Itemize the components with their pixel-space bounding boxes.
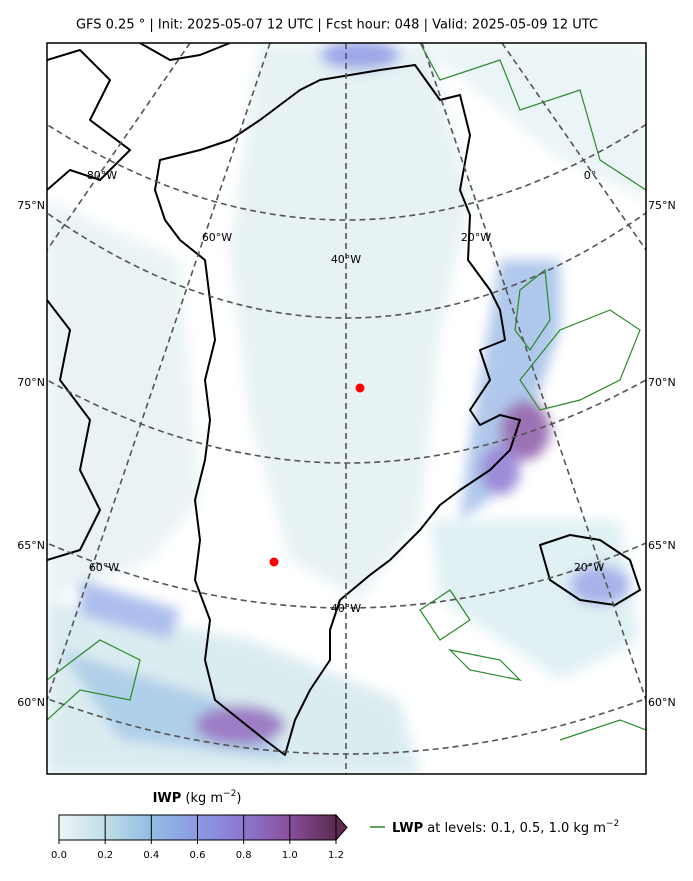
lon-labels: 80°W 60°W 40°W 20°W 0° 60°W 20°W 40°W	[87, 169, 604, 615]
title: GFS 0.25 ° | Init: 2025-05-07 12 UTC | F…	[76, 18, 598, 33]
colorbar-tick-label: 1.0	[282, 850, 298, 861]
lon-label: 80°W	[87, 169, 117, 182]
label-unit: (kg m	[185, 791, 223, 806]
lat-label: 70°N	[648, 376, 676, 389]
lat-label: 65°N	[17, 539, 45, 552]
colorbar-tick-label: 0.2	[97, 850, 113, 861]
label-bold: IWP	[153, 791, 182, 806]
lon-label: 20°W	[574, 561, 604, 574]
lon-label: 0°	[584, 169, 597, 182]
legend-body: at levels: 0.1, 0.5, 1.0 kg m	[427, 821, 606, 836]
lon-label: 60°W	[202, 231, 232, 244]
map-frame	[46, 42, 647, 775]
colorbar-tick-label: 0.8	[236, 850, 252, 861]
coastline	[47, 43, 641, 756]
legend-exp: −2	[606, 819, 619, 829]
lat-labels: 75°N 70°N 65°N 60°N 75°N 70°N 65°N 60°N	[17, 199, 675, 709]
lat-label: 75°N	[17, 199, 45, 212]
label-exp: −2	[223, 789, 236, 799]
legend-text: LWP at levels: 0.1, 0.5, 1.0 kg m−2	[392, 819, 619, 836]
lon-label: 60°W	[89, 561, 119, 574]
colorbar-extend	[335, 813, 348, 842]
colorbar-tick-label: 1.2	[328, 850, 344, 861]
lat-label: 60°N	[17, 696, 45, 709]
lon-label: 20°W	[461, 231, 491, 244]
colorbar: 0.0 0.2 0.4 0.6 0.8 1.0 1.2	[51, 813, 348, 861]
map	[47, 43, 646, 774]
legend-bold: LWP	[392, 821, 423, 836]
lat-label: 65°N	[648, 539, 676, 552]
colorbar-tick-label: 0.4	[143, 850, 159, 861]
graticule	[47, 43, 646, 774]
lat-label: 75°N	[648, 199, 676, 212]
colorbar-tick-label: 0.0	[51, 850, 67, 861]
colorbar-label: IWP (kg m−2)	[153, 789, 242, 806]
lon-label: 40°W	[331, 253, 361, 266]
label-close: )	[236, 791, 241, 806]
marker	[269, 557, 279, 567]
lat-label: 70°N	[17, 376, 45, 389]
lat-label: 60°N	[648, 696, 676, 709]
marker	[355, 383, 365, 393]
colorbar-tick-label: 0.6	[190, 850, 206, 861]
lon-label: 40°W	[331, 602, 361, 615]
